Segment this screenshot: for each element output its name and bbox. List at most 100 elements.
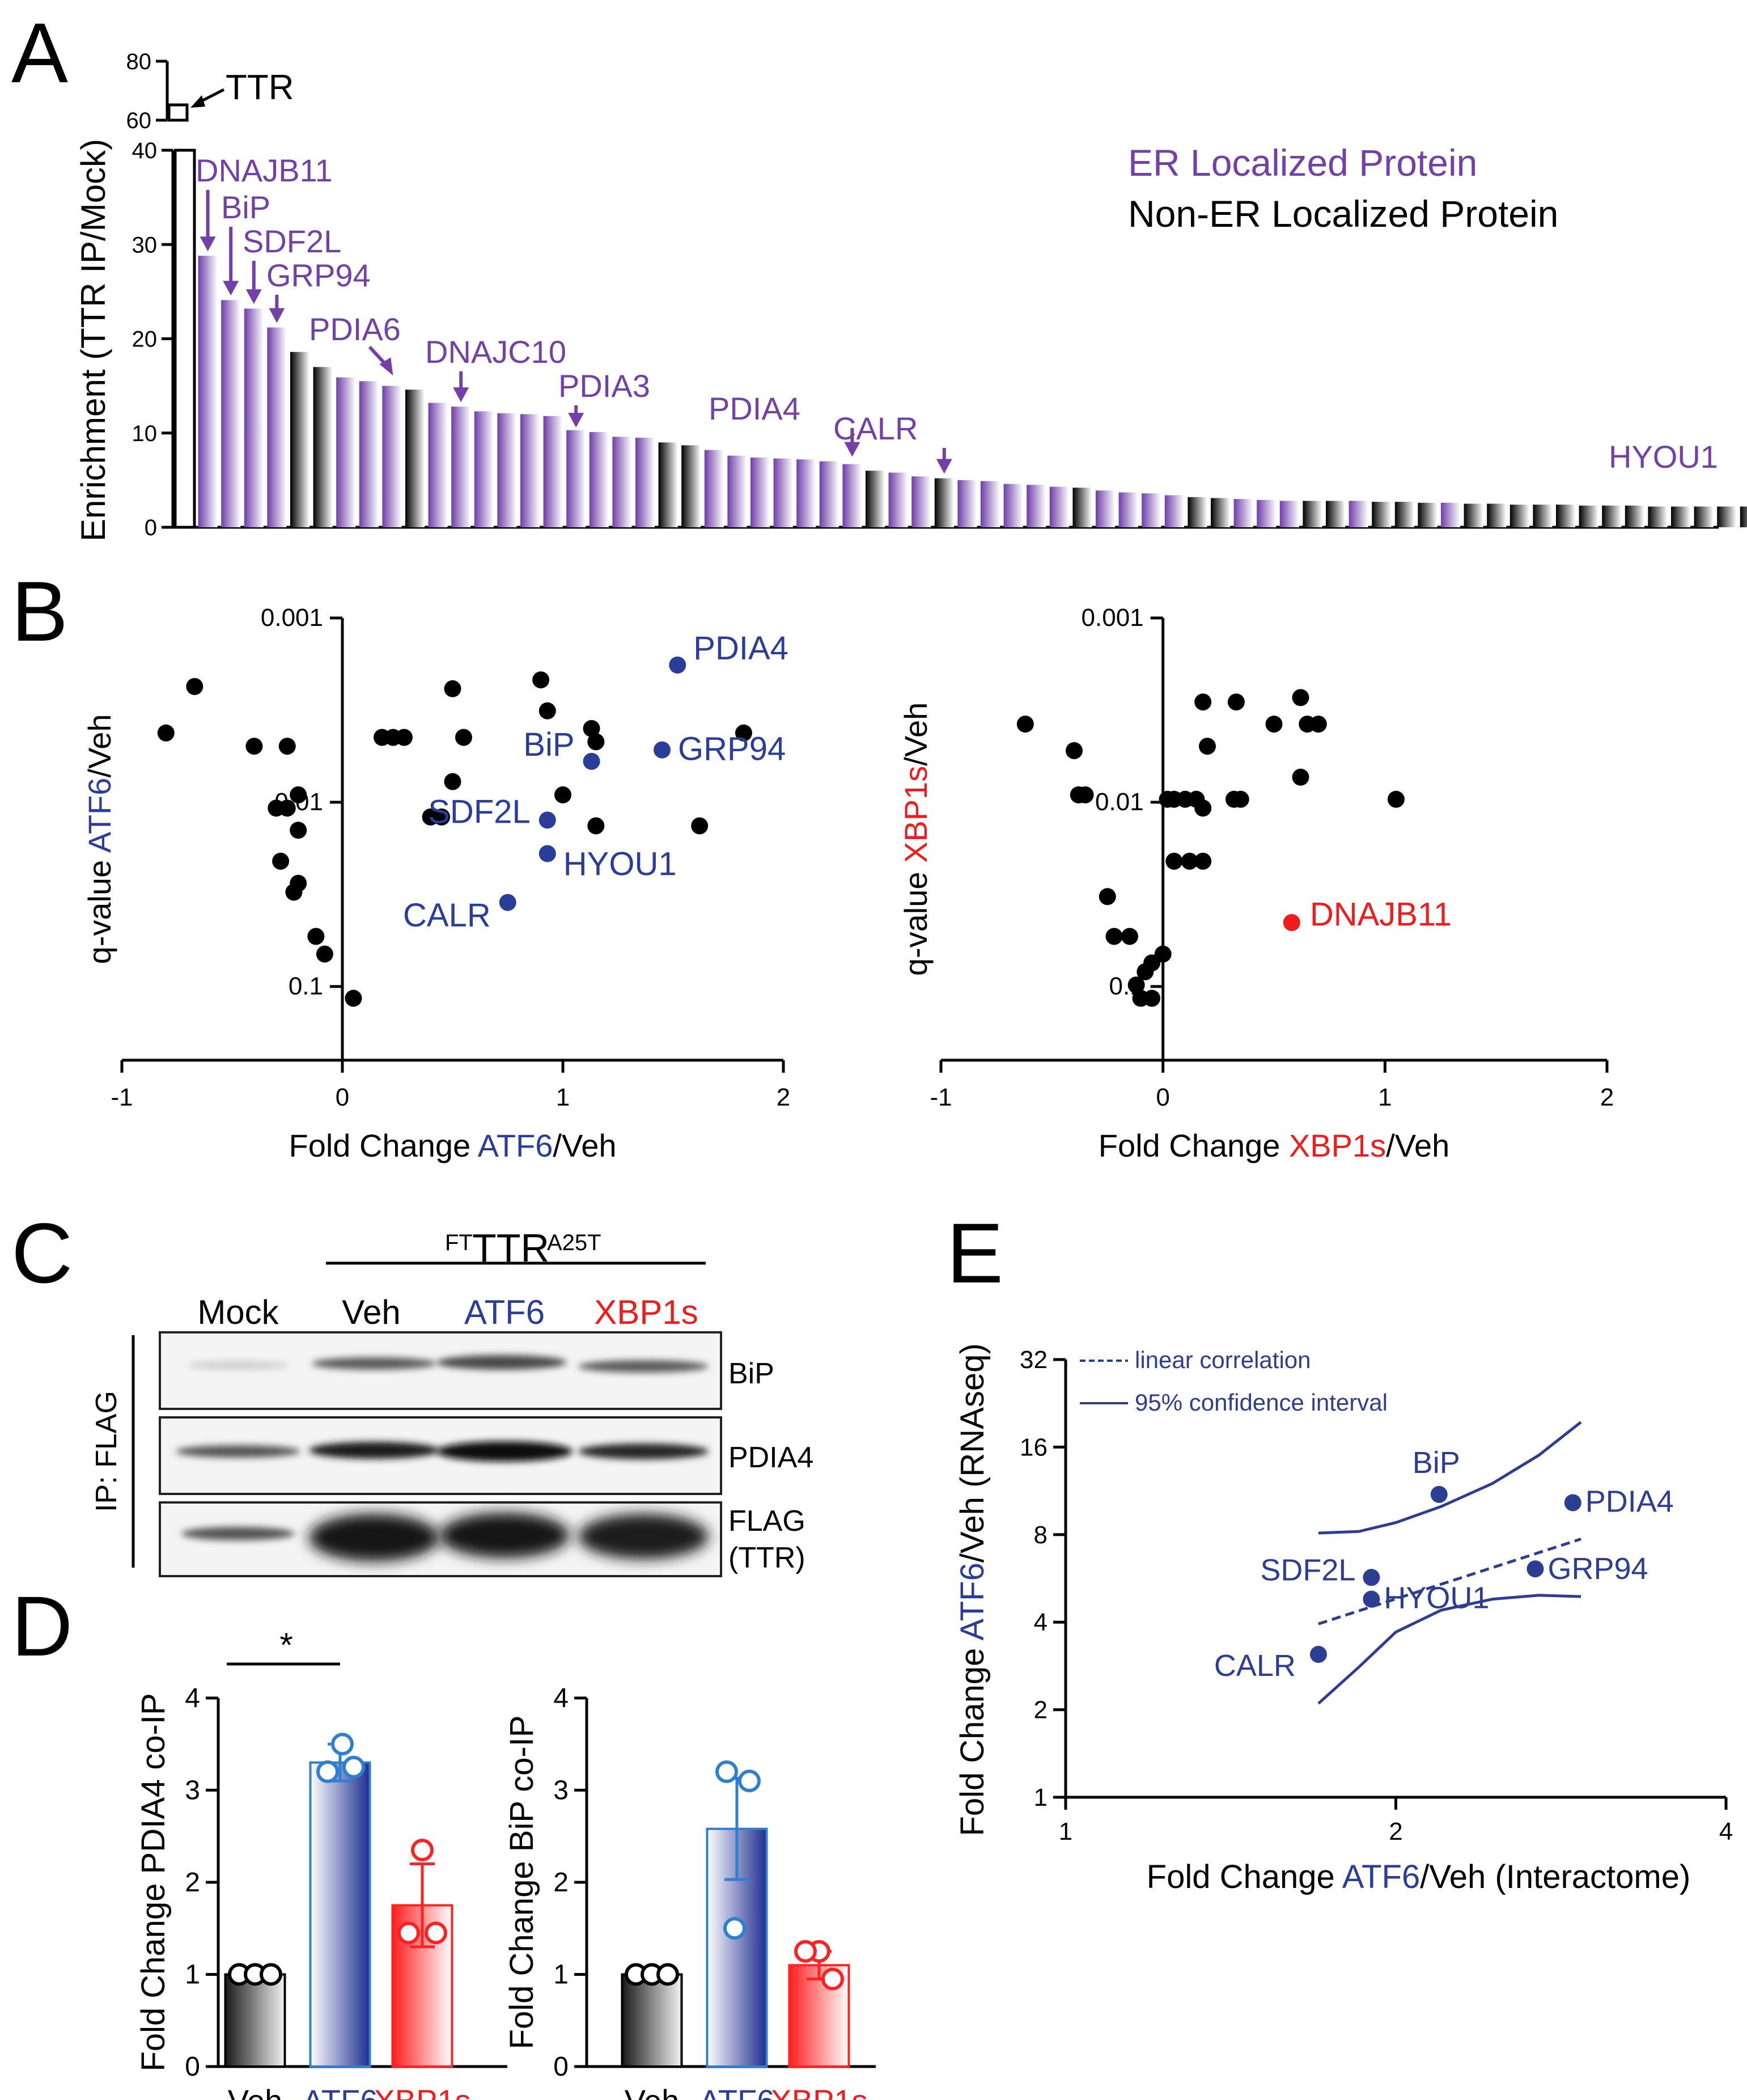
- d-replicate-point: [723, 1917, 746, 1940]
- enrichment-bar: [1188, 497, 1207, 527]
- b-point: [278, 799, 296, 817]
- d-significance-star: *: [279, 1626, 292, 1664]
- enrichment-bar: [313, 367, 333, 527]
- d-replicate-point: [342, 1755, 365, 1779]
- e-point: [1526, 1560, 1544, 1578]
- panel-label-e: E: [947, 1205, 1003, 1301]
- b-point: [1127, 976, 1145, 994]
- enrichment-bar: [173, 149, 196, 529]
- e-point-label: SDF2L: [1260, 1553, 1355, 1587]
- a-ytick-label: 10: [132, 421, 158, 446]
- e-linear-fit: [1318, 1538, 1581, 1625]
- enrichment-bar: [796, 459, 816, 527]
- enrichment-bar: [1003, 484, 1023, 527]
- enrichment-bar: [451, 407, 471, 527]
- b-xlabel: Fold Change ATF6/Veh: [289, 1128, 616, 1163]
- d-ytick-label: 4: [553, 1683, 569, 1713]
- d-replicate-point: [316, 1760, 339, 1783]
- d-error-bar: [410, 1862, 435, 1949]
- enrichment-bar: [1464, 503, 1483, 527]
- enrichment-bar: [428, 403, 448, 527]
- d-ytick-label: 3: [185, 1776, 200, 1806]
- e-xlabel: Fold Change ATF6/Veh (Interactome): [1147, 1858, 1691, 1895]
- d-replicate-point: [260, 1963, 282, 1986]
- b-point: [444, 680, 461, 697]
- enrichment-bar: [612, 437, 632, 527]
- b-xtick-label: -1: [930, 1083, 952, 1111]
- e-ytick-label: 1: [1034, 1784, 1048, 1811]
- b-point: [587, 817, 605, 835]
- d-ylabel: Fold Change PDIA4 co-IP: [135, 1693, 172, 2071]
- enrichment-bar: [359, 381, 379, 527]
- enrichment-bar: [911, 476, 931, 527]
- a-annotation-label: HYOU1: [1609, 439, 1718, 475]
- enrichment-bar: [1326, 501, 1345, 527]
- blot-strip-pdia4: [159, 1416, 722, 1495]
- b-point: [587, 733, 605, 751]
- b-point: [1165, 853, 1183, 870]
- panel-a-bar-chart: 0 10 20 30 40 60 80 Enrichment (TTR IP/Mock) TT…: [74, 49, 1747, 541]
- d-replicate-point: [397, 1921, 420, 1945]
- a-annotation-arrow: [568, 405, 584, 428]
- a-annotation-arrow: [223, 227, 239, 296]
- b-point: [307, 928, 325, 945]
- enrichment-bar: [819, 461, 839, 527]
- b-point: [395, 729, 413, 746]
- enrichment-bar: [1418, 502, 1438, 527]
- d-significance: *: [227, 1626, 340, 1666]
- enrichment-bar: [1072, 488, 1092, 527]
- a-upper-tick-label: 60: [126, 108, 152, 133]
- a-upper-tick-label: 80: [126, 49, 152, 74]
- b-point: [455, 729, 472, 746]
- e-ci-lower: [1317, 1594, 1581, 1705]
- lane-xbp1s: XBP1s: [594, 1293, 698, 1331]
- b-point: [157, 724, 175, 742]
- b-ytick-label: 0.01: [1095, 788, 1144, 816]
- e-xtick-label: 4: [1719, 1818, 1733, 1845]
- enrichment-bar: [1096, 490, 1115, 527]
- a-annotation-arrow: [245, 261, 262, 304]
- enrichment-bar: [658, 442, 678, 527]
- e-point-label: CALR: [1214, 1649, 1296, 1683]
- enrichment-bar: [198, 256, 218, 527]
- b-highlight-point: [1283, 914, 1300, 932]
- b-xtick-label: 1: [1378, 1083, 1392, 1111]
- enrichment-bar: [1671, 506, 1690, 527]
- b-point: [345, 989, 362, 1007]
- e-ci-upper: [1318, 1421, 1582, 1535]
- ip-flag-label: IP: FLAG: [90, 1391, 123, 1512]
- b-point: [1194, 853, 1212, 870]
- b-point-label: GRP94: [678, 731, 786, 768]
- b-point: [1265, 715, 1283, 733]
- b-point: [1099, 888, 1116, 905]
- d-ytick-label: 1: [185, 1960, 200, 1990]
- d-category-label: Veh: [228, 2083, 283, 2100]
- b-point-label: CALR: [403, 897, 491, 934]
- a-annotation-label: GRP94: [266, 257, 371, 293]
- enrichment-bar: [1509, 505, 1529, 527]
- enrichment-bar: [934, 478, 954, 527]
- d-category-label: ATF6: [699, 2083, 775, 2100]
- d-replicate-point: [738, 1769, 761, 1793]
- a-ytick-label: 30: [132, 232, 158, 257]
- b-point: [1292, 768, 1309, 786]
- enrichment-bar: [405, 389, 425, 527]
- a-annotation-label: PDIA3: [558, 368, 650, 404]
- b-point: [278, 738, 296, 755]
- panel-label-d: D: [11, 1578, 73, 1674]
- e-xtick-label: 1: [1059, 1818, 1072, 1845]
- a-annotation-arrow: [936, 448, 952, 474]
- b-point: [1387, 790, 1405, 808]
- e-legend: linear correlation 95% confidence interva…: [1080, 1347, 1388, 1416]
- enrichment-bar: [474, 411, 494, 527]
- enrichment-bar: [1118, 492, 1138, 527]
- b-point: [583, 720, 600, 737]
- legend-er-localized: ER Localized Protein: [1128, 142, 1477, 184]
- enrichment-bar: [635, 438, 655, 527]
- b-point: [1105, 928, 1123, 945]
- enrichment-bar: [1372, 502, 1392, 527]
- panel-label-c: C: [11, 1205, 73, 1301]
- b-point: [735, 724, 752, 742]
- enrichment-bar: [1049, 486, 1069, 527]
